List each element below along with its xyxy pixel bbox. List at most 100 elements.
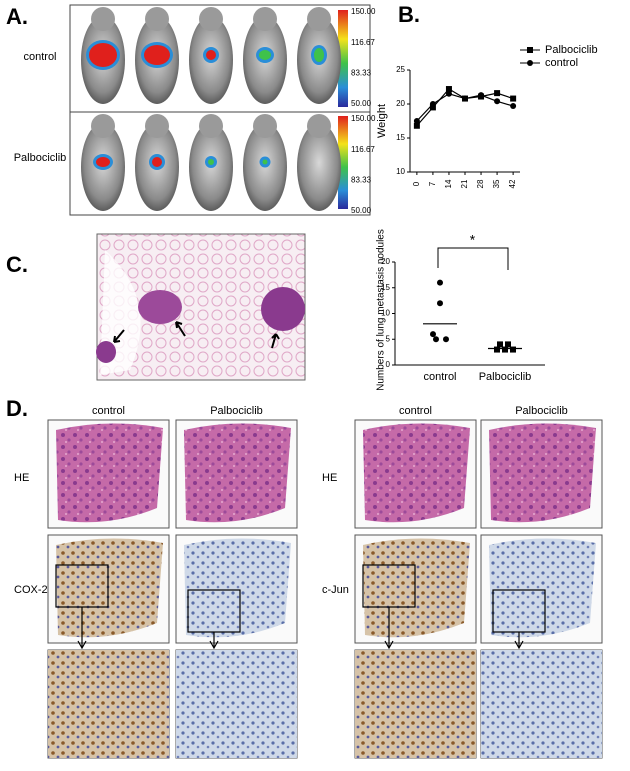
row-label: control (23, 51, 56, 63)
column-label: control (399, 405, 432, 417)
column-label: Palbociclib (210, 405, 263, 417)
marker (510, 95, 517, 102)
marker (494, 90, 501, 97)
row-label: HE (322, 472, 337, 484)
mouse-head (145, 7, 169, 31)
legend-label: control (545, 57, 578, 69)
mouse-head (199, 114, 223, 138)
arrow (271, 333, 280, 349)
tissue (184, 538, 291, 638)
x-tick-label: 0 (412, 181, 421, 186)
marker (510, 346, 516, 353)
y-tick-label: 20 (381, 257, 390, 266)
x-tick-label: 42 (508, 179, 517, 188)
column-label: control (92, 405, 125, 417)
column-label: Palbociclib (515, 405, 568, 417)
marker (497, 341, 503, 348)
colorbar-tick-label: 150.00 (351, 7, 376, 16)
marker (478, 92, 485, 99)
mouse-head (307, 7, 331, 31)
marker (445, 86, 452, 93)
inset-arrow (514, 632, 524, 650)
tissue (184, 423, 291, 523)
y-tick-label: 20 (396, 99, 405, 108)
x-tick-label: Palbociclib (479, 371, 532, 383)
inset-arrow (384, 607, 394, 650)
x-tick-label: 21 (460, 179, 469, 188)
x-tick-label: 7 (428, 181, 437, 186)
mouse-head (91, 7, 115, 31)
marker (494, 346, 500, 353)
marker (437, 279, 443, 286)
tissue (48, 650, 169, 758)
annotation: * (470, 232, 476, 248)
mouse (297, 123, 341, 211)
y-tick-label: 15 (396, 133, 405, 142)
marker (505, 341, 511, 348)
y-tick-label: 10 (381, 309, 390, 318)
mouse-head (145, 114, 169, 138)
y-tick-label: 25 (396, 65, 405, 74)
arrow (175, 321, 186, 337)
signal (96, 157, 110, 167)
marker (413, 118, 420, 124)
marker (429, 104, 436, 111)
marker (430, 331, 436, 338)
tissue (355, 650, 476, 758)
nodule (96, 341, 116, 363)
marker (413, 122, 420, 129)
x-tick-label: 14 (444, 179, 453, 188)
legend-label: Palbociclib (545, 44, 598, 56)
y-tick-label: 0 (386, 360, 391, 369)
marker (437, 300, 443, 307)
signal (89, 43, 117, 67)
row-label: HE (14, 472, 29, 484)
marker (494, 98, 501, 105)
tissue (363, 538, 470, 638)
marker (510, 103, 517, 110)
panel-label: A. (6, 4, 28, 29)
inset-arrow (77, 607, 87, 650)
tissue (489, 423, 596, 523)
inset-arrow (209, 632, 219, 650)
tissue (56, 538, 163, 638)
marker (445, 90, 452, 97)
colorbar-tick-label: 116.67 (351, 38, 375, 47)
mouse-head (91, 114, 115, 138)
marker (527, 47, 533, 53)
tissue (56, 423, 163, 523)
colorbar-tick-label: 50.00 (351, 99, 372, 108)
colorbar (338, 10, 348, 107)
colorbar-tick-label: 50.00 (351, 206, 372, 215)
mouse-head (307, 114, 331, 138)
panel-label: B. (398, 2, 420, 27)
signal (208, 159, 214, 165)
signal (152, 157, 162, 167)
row-label: COX-2 (14, 584, 48, 596)
colorbar-tick-label: 116.67 (351, 145, 375, 154)
signal (262, 159, 268, 165)
y-tick-label: 5 (386, 334, 391, 343)
arrow (113, 329, 125, 343)
tissue (176, 650, 297, 758)
row-label: c-Jun (322, 584, 349, 596)
mouse-head (199, 7, 223, 31)
tissue (489, 538, 596, 638)
x-tick-label: 28 (476, 179, 485, 188)
signal (314, 48, 324, 62)
marker (433, 336, 439, 343)
mouse-head (253, 7, 277, 31)
colorbar-tick-label: 83.33 (351, 175, 372, 184)
panel-label: D. (6, 396, 28, 421)
signal (259, 50, 271, 60)
marker (462, 95, 468, 102)
signal (144, 45, 170, 65)
y-axis-label: Weight (376, 104, 388, 138)
x-tick-label: 35 (492, 179, 501, 188)
row-label: Palbociclib (14, 152, 67, 164)
marker (502, 346, 508, 353)
nodule (261, 287, 305, 331)
y-tick-label: 10 (396, 167, 405, 176)
panel-label: C. (6, 252, 28, 277)
